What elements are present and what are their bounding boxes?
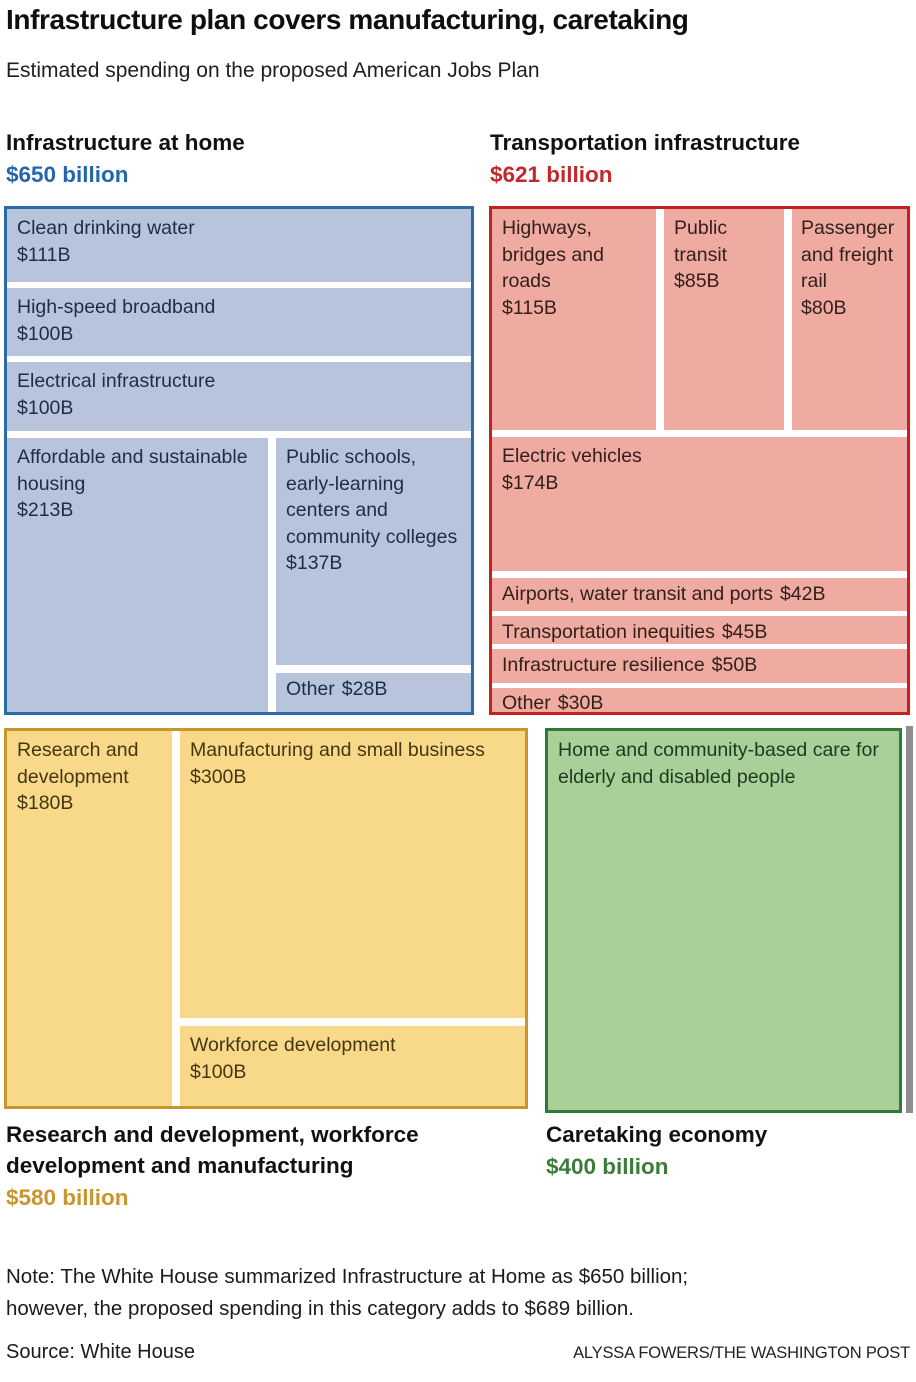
source-row: Source: White House ALYSSA FOWERS/THE WA… xyxy=(6,1341,910,1364)
cell-label: High-speed broadband xyxy=(17,296,216,318)
cell-highways-bridges-roads: Highways, bridges and roads $115B xyxy=(492,209,656,430)
cell-electric-vehicles: Electric vehicles $174B xyxy=(492,437,907,571)
cell-label: Affordable and sustainable housing xyxy=(17,446,248,495)
cell-clean-drinking-water: Clean drinking water $111B xyxy=(7,209,471,282)
cell-label: Electrical infrastructure xyxy=(17,370,216,392)
section-footer-caretaking: Caretaking economy $400 billion xyxy=(546,1119,908,1182)
section-header-transportation: Transportation infrastructure $621 billi… xyxy=(490,128,800,190)
cell-label: Public transit xyxy=(674,217,728,266)
treemap-group-research: Research and development $180B Manufactu… xyxy=(4,728,528,1109)
cell-label: Workforce development xyxy=(190,1034,396,1056)
cell-value: $30B xyxy=(557,692,604,712)
section-total-research: $580 billion xyxy=(6,1185,129,1210)
cell-value: $42B xyxy=(779,583,826,605)
cell-value: $115B xyxy=(502,296,557,319)
cell-label: Airports, water transit and ports xyxy=(502,583,773,605)
note: Note: The White House summarized Infrast… xyxy=(6,1261,896,1325)
cell-airports-water-ports: Airports, water transit and ports $42B xyxy=(492,578,907,611)
section-name-caretaking: Caretaking economy xyxy=(546,1122,768,1147)
cell-label: Public schools, early-learning centers a… xyxy=(286,446,458,548)
cell-passenger-freight-rail: Passenger and freight rail $80B xyxy=(792,209,907,430)
section-name-transportation: Transportation infrastructure xyxy=(490,130,801,155)
treemap-group-caretaking: Home and community-based care for elderl… xyxy=(545,728,902,1113)
cell-value: $213B xyxy=(17,499,74,521)
cell-transportation-inequities: Transportation inequities $45B xyxy=(492,616,907,644)
cell-value: $174B xyxy=(502,471,559,494)
cell-workforce-development: Workforce development $100B xyxy=(180,1026,525,1106)
cell-value: $300B xyxy=(190,765,247,788)
page-subtitle: Estimated spending on the proposed Ameri… xyxy=(6,59,540,82)
cell-other-transportation: Other $30B xyxy=(492,688,907,712)
cell-value: $28B xyxy=(341,678,388,700)
section-name-home: Infrastructure at home xyxy=(6,130,245,155)
note-line-2: however, the proposed spending in this c… xyxy=(6,1297,634,1320)
cell-value: $137B xyxy=(286,552,343,574)
cell-label: Highways, bridges and roads xyxy=(502,217,604,292)
cell-label: Other xyxy=(502,692,551,712)
cell-home-community-care: Home and community-based care for elderl… xyxy=(548,731,899,1110)
cell-label: Electric vehicles xyxy=(502,445,642,467)
section-header-home: Infrastructure at home $650 billion xyxy=(6,128,245,190)
section-name-research: Research and development, workforce deve… xyxy=(6,1122,419,1178)
cell-value: $111B xyxy=(17,243,71,266)
cell-label: Clean drinking water xyxy=(17,217,195,239)
cell-value: $50B xyxy=(711,654,758,676)
section-total-home: $650 billion xyxy=(6,162,129,187)
cell-value: $180B xyxy=(17,792,74,814)
cell-value: $80B xyxy=(801,296,847,319)
treemap-group-home: Clean drinking water $111B High-speed br… xyxy=(4,206,474,715)
note-line-1: Note: The White House summarized Infrast… xyxy=(6,1265,689,1288)
source: Source: White House xyxy=(6,1341,195,1363)
cell-high-speed-broadband: High-speed broadband $100B xyxy=(7,288,471,356)
cell-label: Infrastructure resilience xyxy=(502,654,705,676)
cell-research-development: Research and development $180B xyxy=(7,731,172,1106)
vertical-scrollbar-thumb[interactable] xyxy=(906,726,913,1113)
section-footer-research: Research and development, workforce deve… xyxy=(6,1119,498,1213)
cell-electrical-infrastructure: Electrical infrastructure $100B xyxy=(7,362,471,431)
cell-label: Home and community-based care for elderl… xyxy=(558,739,879,788)
credit: ALYSSA FOWERS/THE WASHINGTON POST xyxy=(573,1344,910,1362)
cell-public-transit: Public transit $85B xyxy=(664,209,784,430)
cell-public-schools: Public schools, early-learning centers a… xyxy=(276,438,471,665)
cell-manufacturing-small-business: Manufacturing and small business $300B xyxy=(180,731,525,1018)
cell-affordable-housing: Affordable and sustainable housing $213B xyxy=(7,438,268,712)
cell-label: Passenger and freight rail xyxy=(801,217,895,292)
cell-value: $100B xyxy=(17,396,74,419)
cell-label: Research and development xyxy=(17,739,139,788)
cell-label: Other xyxy=(286,678,335,700)
section-total-transportation: $621 billion xyxy=(490,162,613,187)
cell-value: $45B xyxy=(721,621,768,643)
cell-label: Manufacturing and small business xyxy=(190,739,485,761)
cell-value: $100B xyxy=(190,1060,247,1083)
section-total-caretaking: $400 billion xyxy=(546,1154,669,1179)
cell-value: $85B xyxy=(674,270,720,292)
cell-value: $100B xyxy=(17,322,74,345)
cell-label: Transportation inequities xyxy=(502,621,715,643)
cell-other-home: Other $28B xyxy=(276,673,471,712)
page-title: Infrastructure plan covers manufacturing… xyxy=(6,4,689,35)
treemap-group-transportation: Highways, bridges and roads $115B Public… xyxy=(489,206,910,715)
cell-infrastructure-resilience: Infrastructure resilience $50B xyxy=(492,649,907,683)
